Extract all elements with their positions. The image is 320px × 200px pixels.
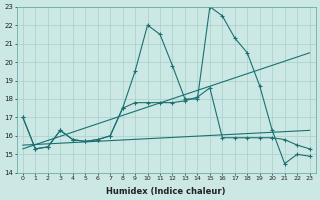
X-axis label: Humidex (Indice chaleur): Humidex (Indice chaleur) — [107, 187, 226, 196]
